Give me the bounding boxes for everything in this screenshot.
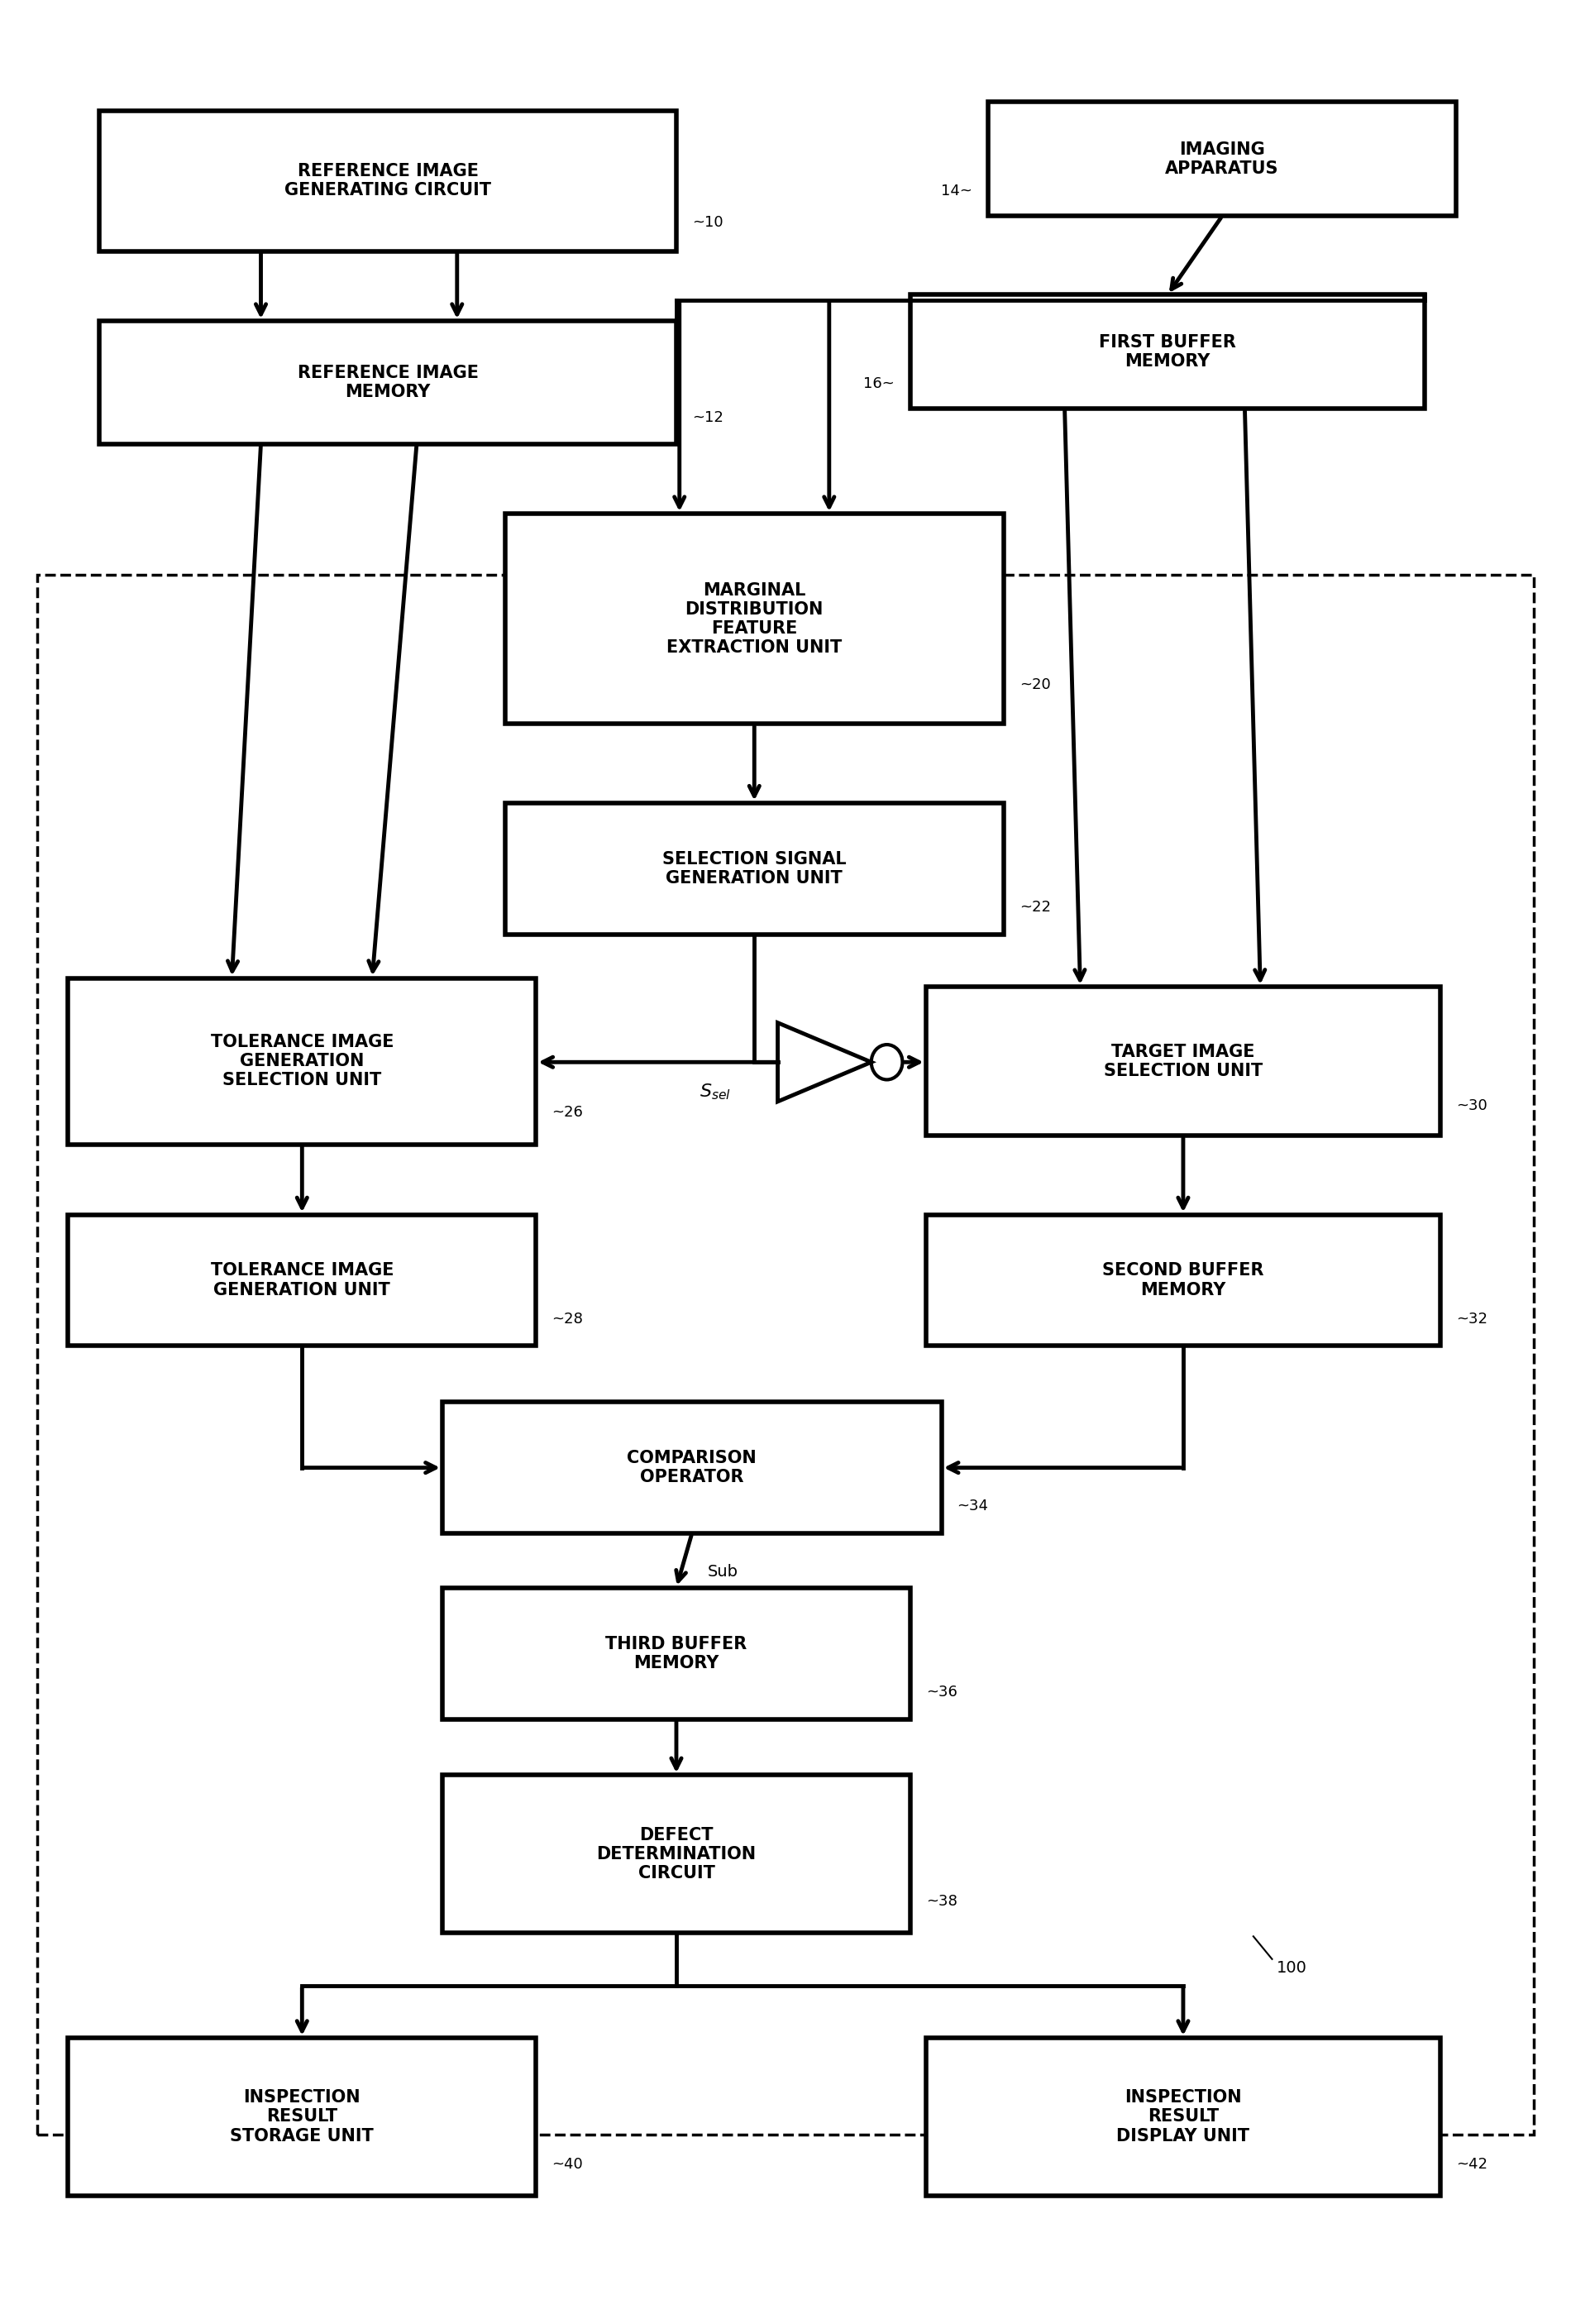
FancyBboxPatch shape [443,1776,910,1934]
Text: ~26: ~26 [551,1104,583,1120]
Text: ~38: ~38 [925,1894,957,1910]
Text: ~22: ~22 [1020,899,1051,916]
Text: 14~: 14~ [941,184,972,200]
Text: $\mathit{S}_{sel}$: $\mathit{S}_{sel}$ [699,1083,731,1102]
Text: ~30: ~30 [1456,1099,1488,1113]
FancyBboxPatch shape [443,1401,941,1534]
Text: ~34: ~34 [957,1499,988,1513]
Text: INSPECTION
RESULT
STORAGE UNIT: INSPECTION RESULT STORAGE UNIT [231,2089,374,2145]
FancyBboxPatch shape [504,514,1004,725]
FancyBboxPatch shape [988,102,1456,216]
Text: ~40: ~40 [551,2157,583,2173]
Text: REFERENCE IMAGE
MEMORY: REFERENCE IMAGE MEMORY [297,365,478,400]
Text: DEFECT
DETERMINATION
CIRCUIT: DEFECT DETERMINATION CIRCUIT [597,1827,756,1882]
FancyBboxPatch shape [504,802,1004,934]
FancyBboxPatch shape [68,978,536,1143]
FancyBboxPatch shape [925,2038,1441,2196]
FancyBboxPatch shape [925,988,1441,1136]
Text: ~32: ~32 [1456,1311,1488,1327]
Text: ~12: ~12 [691,411,723,425]
FancyBboxPatch shape [443,1587,910,1720]
Text: ~20: ~20 [1020,679,1051,693]
Text: ~36: ~36 [925,1685,957,1699]
Text: TARGET IMAGE
SELECTION UNIT: TARGET IMAGE SELECTION UNIT [1104,1043,1263,1078]
Text: SECOND BUFFER
MEMORY: SECOND BUFFER MEMORY [1103,1262,1265,1299]
Text: THIRD BUFFER
MEMORY: THIRD BUFFER MEMORY [605,1636,748,1671]
Text: ~10: ~10 [691,216,723,230]
Text: 100: 100 [1277,1959,1307,1975]
FancyBboxPatch shape [910,295,1425,409]
Text: ~28: ~28 [551,1311,583,1327]
Text: SELECTION SIGNAL
GENERATION UNIT: SELECTION SIGNAL GENERATION UNIT [663,851,847,885]
Text: MARGINAL
DISTRIBUTION
FEATURE
EXTRACTION UNIT: MARGINAL DISTRIBUTION FEATURE EXTRACTION… [666,581,842,655]
Text: ~42: ~42 [1456,2157,1488,2173]
Text: COMPARISON
OPERATOR: COMPARISON OPERATOR [627,1450,757,1485]
Text: TOLERANCE IMAGE
GENERATION UNIT: TOLERANCE IMAGE GENERATION UNIT [211,1262,394,1299]
Text: Sub: Sub [707,1564,738,1580]
FancyBboxPatch shape [99,321,677,444]
FancyBboxPatch shape [99,112,677,251]
Text: IMAGING
APPARATUS: IMAGING APPARATUS [1166,142,1279,177]
Text: INSPECTION
RESULT
DISPLAY UNIT: INSPECTION RESULT DISPLAY UNIT [1117,2089,1251,2145]
Text: FIRST BUFFER
MEMORY: FIRST BUFFER MEMORY [1100,335,1236,370]
Text: REFERENCE IMAGE
GENERATING CIRCUIT: REFERENCE IMAGE GENERATING CIRCUIT [284,163,492,200]
FancyBboxPatch shape [925,1215,1441,1346]
Text: 16~: 16~ [864,376,894,393]
FancyBboxPatch shape [68,2038,536,2196]
FancyBboxPatch shape [68,1215,536,1346]
Text: TOLERANCE IMAGE
GENERATION
SELECTION UNIT: TOLERANCE IMAGE GENERATION SELECTION UNI… [211,1034,394,1088]
